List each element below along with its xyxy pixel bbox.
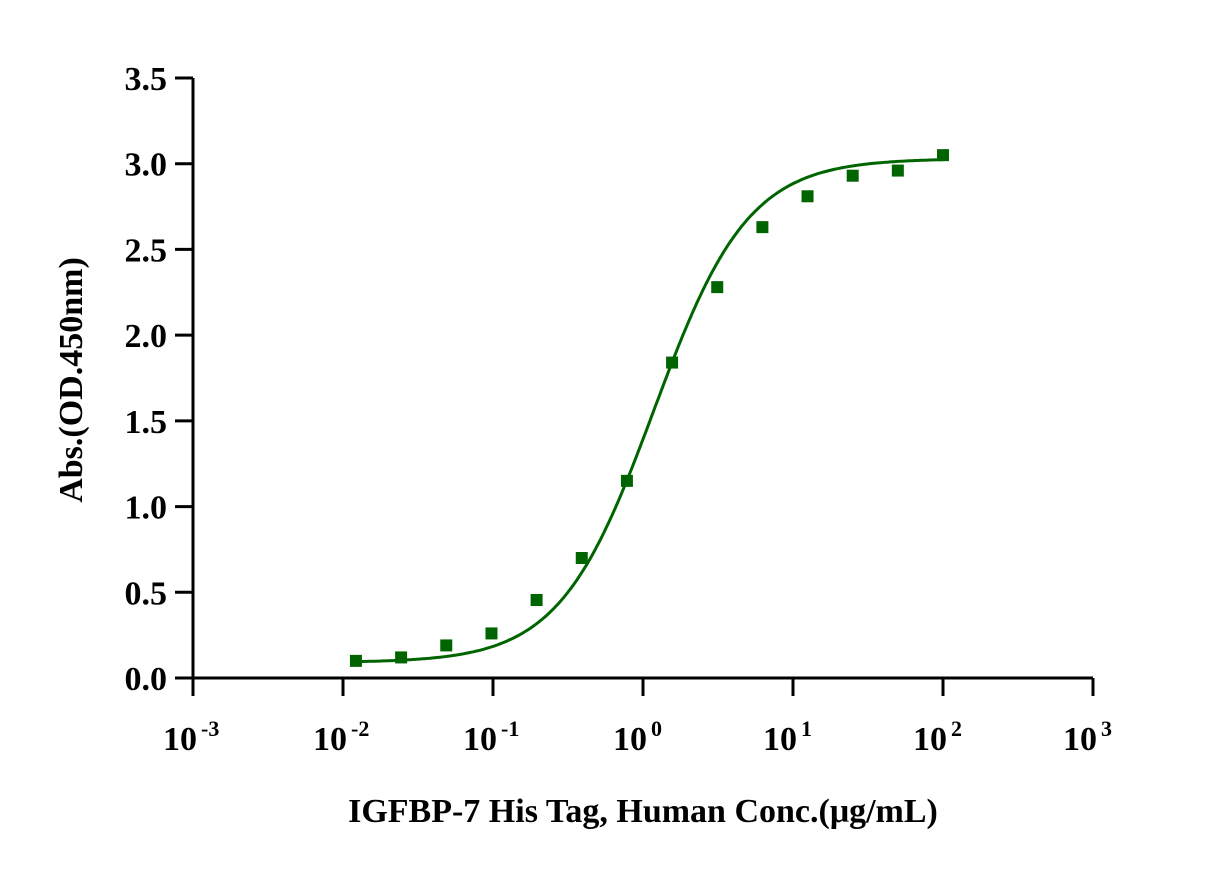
data-point bbox=[937, 149, 949, 162]
y-tick-label: 0.0 bbox=[125, 661, 168, 698]
data-point bbox=[440, 639, 453, 652]
data-point bbox=[530, 594, 543, 606]
axes: 0.0 0.5 1.0 1.5 2.0 2.5 3.0 3.5 10 -3 10 -2 10 -1 10 0 1… bbox=[125, 61, 1113, 758]
data-point bbox=[801, 190, 814, 203]
y-tick-label: 0.5 bbox=[125, 575, 168, 612]
y-axis-title: Abs.(OD.450nm) bbox=[53, 257, 90, 503]
y-tick-label: 3.0 bbox=[125, 147, 168, 184]
x-axis-title: IGFBP-7 His Tag, Human Conc.(μg/mL) bbox=[348, 793, 938, 830]
x-tick-label: 10 -3 bbox=[163, 716, 219, 758]
data-point bbox=[395, 651, 408, 664]
y-tick-label: 1.0 bbox=[125, 490, 168, 527]
data-point bbox=[891, 164, 904, 177]
data-point bbox=[756, 221, 769, 234]
y-tick-label: 3.5 bbox=[125, 61, 168, 98]
data-point bbox=[575, 552, 588, 564]
x-tick-label: 10 3 bbox=[1063, 716, 1112, 758]
x-tick-label: 10 2 bbox=[913, 716, 962, 758]
data-point bbox=[711, 281, 724, 294]
y-tick-label: 2.0 bbox=[125, 318, 168, 355]
data-point bbox=[846, 169, 859, 182]
data-point bbox=[620, 474, 633, 487]
fit-curve bbox=[355, 158, 943, 664]
y-tick-label: 1.5 bbox=[125, 404, 168, 441]
data-point bbox=[349, 654, 362, 667]
x-tick-label: 10 1 bbox=[763, 716, 812, 758]
x-tick-label: 10 -2 bbox=[313, 716, 369, 758]
y-tick-label: 2.5 bbox=[125, 232, 168, 269]
data-point bbox=[666, 356, 679, 369]
x-tick-label: 10 -1 bbox=[463, 716, 519, 758]
data-point bbox=[485, 627, 498, 640]
x-tick-label: 10 0 bbox=[613, 716, 662, 758]
